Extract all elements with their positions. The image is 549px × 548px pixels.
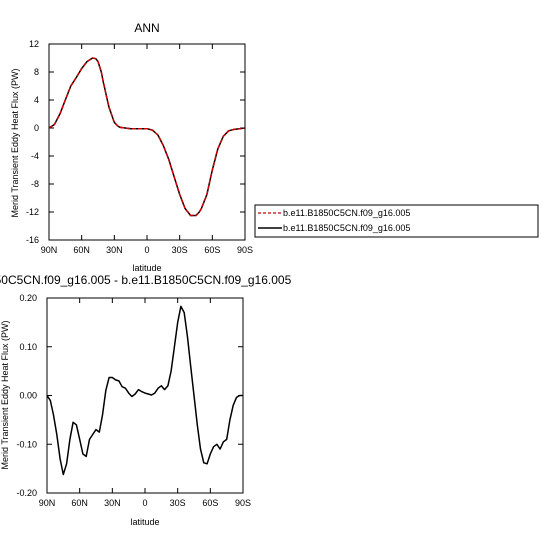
- x-tick-label: 90N: [39, 498, 56, 508]
- legend-label: b.e11.B1850C5CN.f09_g16.005: [283, 208, 410, 218]
- series-line: [46, 305, 243, 476]
- chart-top: ANN Merid Transient Eddy Heat Flux (PW) …: [10, 21, 253, 273]
- x-tick-label: 0: [142, 498, 147, 508]
- y-axis-label: Merid Transient Eddy Heat Flux (PW): [0, 320, 10, 469]
- y-tick-label: 0.20: [19, 293, 37, 303]
- plot-area: [46, 305, 243, 476]
- x-tick-label: 60N: [71, 498, 88, 508]
- x-tick-label: 30N: [106, 245, 123, 255]
- plot-frame: [46, 297, 244, 494]
- y-tick-label: 0.00: [19, 391, 37, 401]
- y-tick-label: -12: [26, 207, 39, 217]
- y-tick-label: -8: [31, 179, 39, 189]
- y-axis-label: Merid Transient Eddy Heat Flux (PW): [10, 68, 20, 217]
- y-tick-label: -0.20: [16, 488, 37, 498]
- chart-title: b.e11.B1850C5CN.f09_g16.005 - b.e11.B185…: [0, 273, 292, 287]
- y-tick-label: -4: [31, 151, 39, 161]
- chart-bottom: b.e11.B1850C5CN.f09_g16.005 - b.e11.B185…: [0, 273, 292, 527]
- x-tick-label: 90S: [235, 498, 251, 508]
- chart-title: ANN: [134, 21, 159, 35]
- y-tick-label: 8: [34, 67, 39, 77]
- x-tick-label: 90N: [41, 245, 58, 255]
- legend: b.e11.B1850C5CN.f09_g16.005 b.e11.B1850C…: [254, 204, 539, 238]
- legend-label: b.e11.B1850C5CN.f09_g16.005: [283, 223, 410, 233]
- y-tick-label: -0.10: [16, 439, 37, 449]
- x-tick-label: 60S: [204, 245, 220, 255]
- x-tick-label: 90S: [237, 245, 253, 255]
- plot-frame: [48, 43, 246, 241]
- x-tick-label: 30N: [104, 498, 121, 508]
- x-tick-label: 60S: [202, 498, 218, 508]
- series-line: [48, 57, 246, 217]
- legend-box: [254, 204, 539, 238]
- x-tick-label: 60N: [73, 245, 90, 255]
- x-tick-label: 0: [144, 245, 149, 255]
- x-axis-label: latitude: [130, 517, 159, 527]
- y-tick-label: 12: [29, 39, 39, 49]
- y-tick-label: 0: [34, 123, 39, 133]
- y-tick-label: 4: [34, 95, 39, 105]
- x-tick-label: 30S: [172, 245, 188, 255]
- x-tick-label: 30S: [170, 498, 186, 508]
- y-tick-label: 0.10: [19, 342, 37, 352]
- x-axis-label: latitude: [132, 263, 161, 273]
- y-tick-label: -16: [26, 235, 39, 245]
- series-line: [48, 57, 246, 217]
- plot-area: [48, 57, 246, 217]
